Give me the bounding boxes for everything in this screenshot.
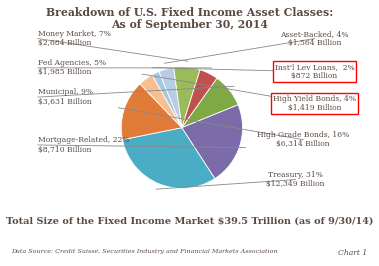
Wedge shape [159, 68, 182, 128]
Text: Total Size of the Fixed Income Market $39.5 Trillion (as of 9/30/14): Total Size of the Fixed Income Market $3… [6, 217, 373, 226]
Text: Money Market, 7%
$2,684 Billion: Money Market, 7% $2,684 Billion [38, 30, 111, 47]
Text: High Grade Bonds, 16%
$6,314 Billion: High Grade Bonds, 16% $6,314 Billion [257, 131, 349, 148]
Text: Treasury, 31%
$12,349 Billion: Treasury, 31% $12,349 Billion [266, 171, 325, 188]
Text: Municipal, 9%
$3,631 Billion: Municipal, 9% $3,631 Billion [38, 89, 93, 106]
Wedge shape [182, 78, 238, 128]
Wedge shape [122, 128, 215, 188]
Wedge shape [174, 67, 200, 128]
Wedge shape [182, 70, 217, 128]
Text: Inst'l Lev Loans,  2%
$872 Billion: Inst'l Lev Loans, 2% $872 Billion [275, 63, 354, 80]
Text: Mortgage-Related, 22%
$8,710 Billion: Mortgage-Related, 22% $8,710 Billion [38, 136, 129, 153]
Text: Chart 1: Chart 1 [338, 249, 368, 257]
Wedge shape [140, 75, 182, 128]
Text: Asset-Backed, 4%
$1,564 Billion: Asset-Backed, 4% $1,564 Billion [280, 30, 349, 47]
Text: High Yield Bonds, 4%
$1,419 Billion: High Yield Bonds, 4% $1,419 Billion [273, 95, 356, 112]
Wedge shape [182, 105, 243, 178]
Wedge shape [152, 72, 182, 128]
Text: Breakdown of U.S. Fixed Income Asset Classes:
As of September 30, 2014: Breakdown of U.S. Fixed Income Asset Cla… [46, 7, 333, 30]
Text: Data Source: Credit Suisse, Securities Industry and Financial Markets Associatio: Data Source: Credit Suisse, Securities I… [11, 249, 278, 254]
Text: Fed Agencies, 5%
$1,985 Billion: Fed Agencies, 5% $1,985 Billion [38, 59, 106, 76]
Wedge shape [121, 84, 182, 140]
